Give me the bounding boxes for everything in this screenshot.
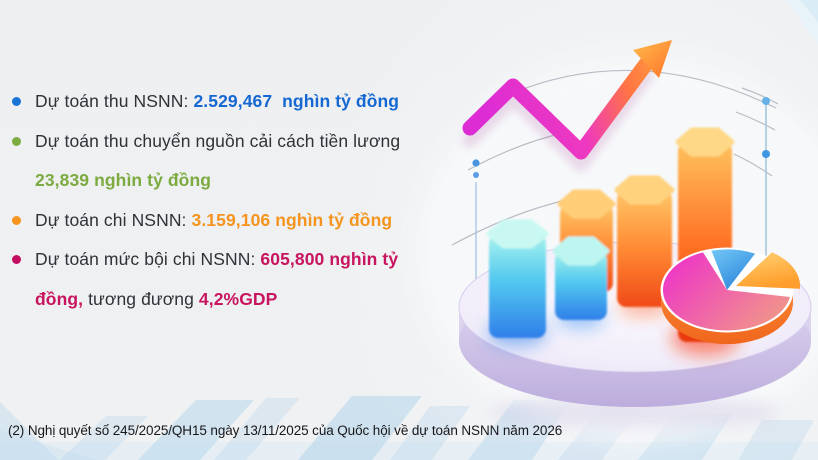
bullet-line: Dự toán thu chuyển nguồn cải cách tiền l… [12,122,474,162]
bullet-label: tương đương [83,288,199,309]
bullet-label: Dự toán thu chuyển nguồn cải cách tiền l… [35,130,401,151]
marker-dots-right [762,97,770,262]
bullet-value: 4,2%GDP [198,288,278,309]
corner-streak [786,0,818,44]
bullet-line: 23,839 nghìn tỷ đồng [12,161,474,201]
footnote: (2) Nghị quyết số 245/2025/QH15 ngày 13/… [8,423,563,438]
bullet-dot [12,215,21,225]
bullet-value: đồng, [35,288,84,309]
bullet-value: 605,800 nghìn tỷ [260,249,399,270]
bullet-line: Dự toán thu NSNN: 2.529,467 nghìn tỷ đồn… [12,82,474,122]
bullet-label: Dự toán chi NSNN: [35,209,192,230]
bullet-dot [12,255,21,265]
bullet-dot [12,97,21,107]
bullet-dot [12,136,21,146]
bullet-line: đồng, tương đương 4,2%GDP [12,280,474,320]
pie-chart-icon [660,247,800,344]
bullet-value: 2.529,467 nghìn tỷ đồng [193,91,400,112]
bullet-value: 23,839 nghìn tỷ đồng [35,170,212,191]
bullet-value: 3.159,106 nghìn tỷ đồng [191,209,393,230]
bullet-line: Dự toán mức bội chi NSNN: 605,800 nghìn … [12,240,474,280]
budget-bullet-list: Dự toán thu NSNN: 2.529,467 nghìn tỷ đồn… [12,82,474,319]
bullet-line: Dự toán chi NSNN: 3.159,106 nghìn tỷ đồn… [12,201,474,241]
bullet-label: Dự toán mức bội chi NSNN: [35,249,261,270]
trend-arrow-icon [462,40,672,172]
bullet-label: Dự toán thu NSNN: [35,91,194,112]
